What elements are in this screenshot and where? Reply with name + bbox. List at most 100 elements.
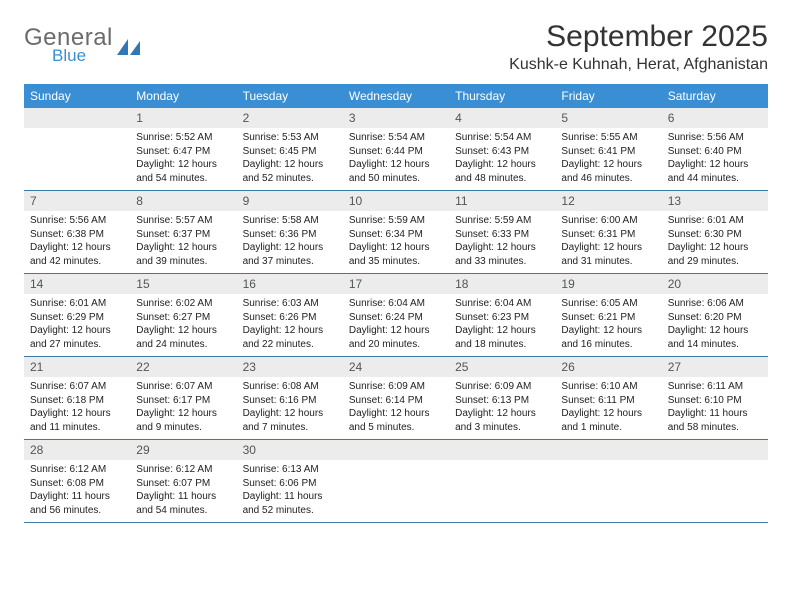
day-cell: 14Sunrise: 6:01 AMSunset: 6:29 PMDayligh…: [24, 274, 130, 356]
day-cell: 20Sunrise: 6:06 AMSunset: 6:20 PMDayligh…: [662, 274, 768, 356]
weekday-cell: Tuesday: [237, 84, 343, 108]
day-cell: [343, 440, 449, 522]
week-row: 21Sunrise: 6:07 AMSunset: 6:18 PMDayligh…: [24, 357, 768, 440]
day-cell: 22Sunrise: 6:07 AMSunset: 6:17 PMDayligh…: [130, 357, 236, 439]
day-line: Daylight: 12 hours and 31 minutes.: [561, 241, 655, 268]
day-body: Sunrise: 6:12 AMSunset: 6:08 PMDaylight:…: [24, 460, 130, 522]
day-number: 2: [237, 108, 343, 128]
day-body: Sunrise: 5:57 AMSunset: 6:37 PMDaylight:…: [130, 211, 236, 273]
day-line: Sunset: 6:18 PM: [30, 394, 124, 408]
day-number: 5: [555, 108, 661, 128]
day-number: 1: [130, 108, 236, 128]
day-line: Sunset: 6:26 PM: [243, 311, 337, 325]
day-line: Sunrise: 6:07 AM: [136, 380, 230, 394]
day-body: Sunrise: 6:08 AMSunset: 6:16 PMDaylight:…: [237, 377, 343, 439]
day-line: Sunset: 6:41 PM: [561, 145, 655, 159]
day-line: Daylight: 12 hours and 33 minutes.: [455, 241, 549, 268]
day-body: Sunrise: 6:09 AMSunset: 6:14 PMDaylight:…: [343, 377, 449, 439]
day-cell: 30Sunrise: 6:13 AMSunset: 6:06 PMDayligh…: [237, 440, 343, 522]
day-line: Daylight: 12 hours and 37 minutes.: [243, 241, 337, 268]
day-number: 17: [343, 274, 449, 294]
day-cell: 2Sunrise: 5:53 AMSunset: 6:45 PMDaylight…: [237, 108, 343, 190]
day-line: Daylight: 12 hours and 1 minute.: [561, 407, 655, 434]
day-line: Sunrise: 5:52 AM: [136, 131, 230, 145]
day-line: Daylight: 12 hours and 24 minutes.: [136, 324, 230, 351]
day-body: Sunrise: 6:05 AMSunset: 6:21 PMDaylight:…: [555, 294, 661, 356]
day-line: Sunset: 6:23 PM: [455, 311, 549, 325]
day-line: Daylight: 12 hours and 16 minutes.: [561, 324, 655, 351]
day-line: Sunrise: 6:03 AM: [243, 297, 337, 311]
day-line: Sunrise: 6:07 AM: [30, 380, 124, 394]
day-body: Sunrise: 6:13 AMSunset: 6:06 PMDaylight:…: [237, 460, 343, 522]
weekday-header-row: SundayMondayTuesdayWednesdayThursdayFrid…: [24, 84, 768, 108]
day-number: 16: [237, 274, 343, 294]
day-number: 9: [237, 191, 343, 211]
day-cell: 24Sunrise: 6:09 AMSunset: 6:14 PMDayligh…: [343, 357, 449, 439]
day-number: 8: [130, 191, 236, 211]
day-line: Sunrise: 5:54 AM: [349, 131, 443, 145]
sail-icon: [117, 39, 141, 57]
day-line: Sunrise: 6:02 AM: [136, 297, 230, 311]
day-line: Sunset: 6:29 PM: [30, 311, 124, 325]
day-line: Daylight: 11 hours and 54 minutes.: [136, 490, 230, 517]
day-body: [555, 460, 661, 468]
header-row: General Blue September 2025 Kushk-e Kuhn…: [24, 20, 768, 74]
day-line: Daylight: 12 hours and 48 minutes.: [455, 158, 549, 185]
day-number: 3: [343, 108, 449, 128]
weekday-cell: Wednesday: [343, 84, 449, 108]
month-title: September 2025: [509, 20, 768, 54]
day-body: Sunrise: 5:54 AMSunset: 6:44 PMDaylight:…: [343, 128, 449, 190]
day-line: Sunset: 6:14 PM: [349, 394, 443, 408]
day-number: [343, 440, 449, 460]
day-number: 4: [449, 108, 555, 128]
day-line: Daylight: 12 hours and 9 minutes.: [136, 407, 230, 434]
day-line: Sunset: 6:13 PM: [455, 394, 549, 408]
weekday-cell: Sunday: [24, 84, 130, 108]
day-line: Daylight: 12 hours and 46 minutes.: [561, 158, 655, 185]
day-line: Sunrise: 5:56 AM: [30, 214, 124, 228]
day-cell: 13Sunrise: 6:01 AMSunset: 6:30 PMDayligh…: [662, 191, 768, 273]
day-line: Daylight: 12 hours and 44 minutes.: [668, 158, 762, 185]
day-line: Sunrise: 5:53 AM: [243, 131, 337, 145]
day-number: [555, 440, 661, 460]
day-line: Sunrise: 6:05 AM: [561, 297, 655, 311]
day-body: Sunrise: 6:09 AMSunset: 6:13 PMDaylight:…: [449, 377, 555, 439]
day-line: Sunset: 6:08 PM: [30, 477, 124, 491]
day-number: 27: [662, 357, 768, 377]
day-number: 29: [130, 440, 236, 460]
logo-text-sub: Blue: [52, 46, 113, 66]
day-line: Sunrise: 6:09 AM: [455, 380, 549, 394]
day-cell: [662, 440, 768, 522]
day-body: [343, 460, 449, 468]
day-body: Sunrise: 5:58 AMSunset: 6:36 PMDaylight:…: [237, 211, 343, 273]
day-cell: 3Sunrise: 5:54 AMSunset: 6:44 PMDaylight…: [343, 108, 449, 190]
day-line: Sunset: 6:16 PM: [243, 394, 337, 408]
day-line: Daylight: 12 hours and 29 minutes.: [668, 241, 762, 268]
day-line: Sunrise: 5:58 AM: [243, 214, 337, 228]
day-line: Daylight: 11 hours and 56 minutes.: [30, 490, 124, 517]
day-number: 21: [24, 357, 130, 377]
day-line: Daylight: 12 hours and 20 minutes.: [349, 324, 443, 351]
day-line: Daylight: 12 hours and 42 minutes.: [30, 241, 124, 268]
day-body: Sunrise: 5:59 AMSunset: 6:33 PMDaylight:…: [449, 211, 555, 273]
day-body: Sunrise: 5:56 AMSunset: 6:40 PMDaylight:…: [662, 128, 768, 190]
day-line: Sunrise: 6:04 AM: [349, 297, 443, 311]
day-number: 20: [662, 274, 768, 294]
day-line: Sunset: 6:47 PM: [136, 145, 230, 159]
day-cell: 1Sunrise: 5:52 AMSunset: 6:47 PMDaylight…: [130, 108, 236, 190]
day-line: Daylight: 12 hours and 3 minutes.: [455, 407, 549, 434]
calendar-page: General Blue September 2025 Kushk-e Kuhn…: [0, 0, 792, 543]
day-cell: 17Sunrise: 6:04 AMSunset: 6:24 PMDayligh…: [343, 274, 449, 356]
day-cell: 9Sunrise: 5:58 AMSunset: 6:36 PMDaylight…: [237, 191, 343, 273]
day-body: Sunrise: 6:01 AMSunset: 6:29 PMDaylight:…: [24, 294, 130, 356]
day-number: 26: [555, 357, 661, 377]
weekday-cell: Monday: [130, 84, 236, 108]
day-number: 28: [24, 440, 130, 460]
day-number: 7: [24, 191, 130, 211]
day-line: Sunset: 6:33 PM: [455, 228, 549, 242]
day-number: 23: [237, 357, 343, 377]
day-number: 15: [130, 274, 236, 294]
day-number: 14: [24, 274, 130, 294]
weeks-container: 1 Sunrise: 5:52 AMSunset: 6:47 PM Daylight…: [24, 108, 768, 523]
weekday-cell: Friday: [555, 84, 661, 108]
